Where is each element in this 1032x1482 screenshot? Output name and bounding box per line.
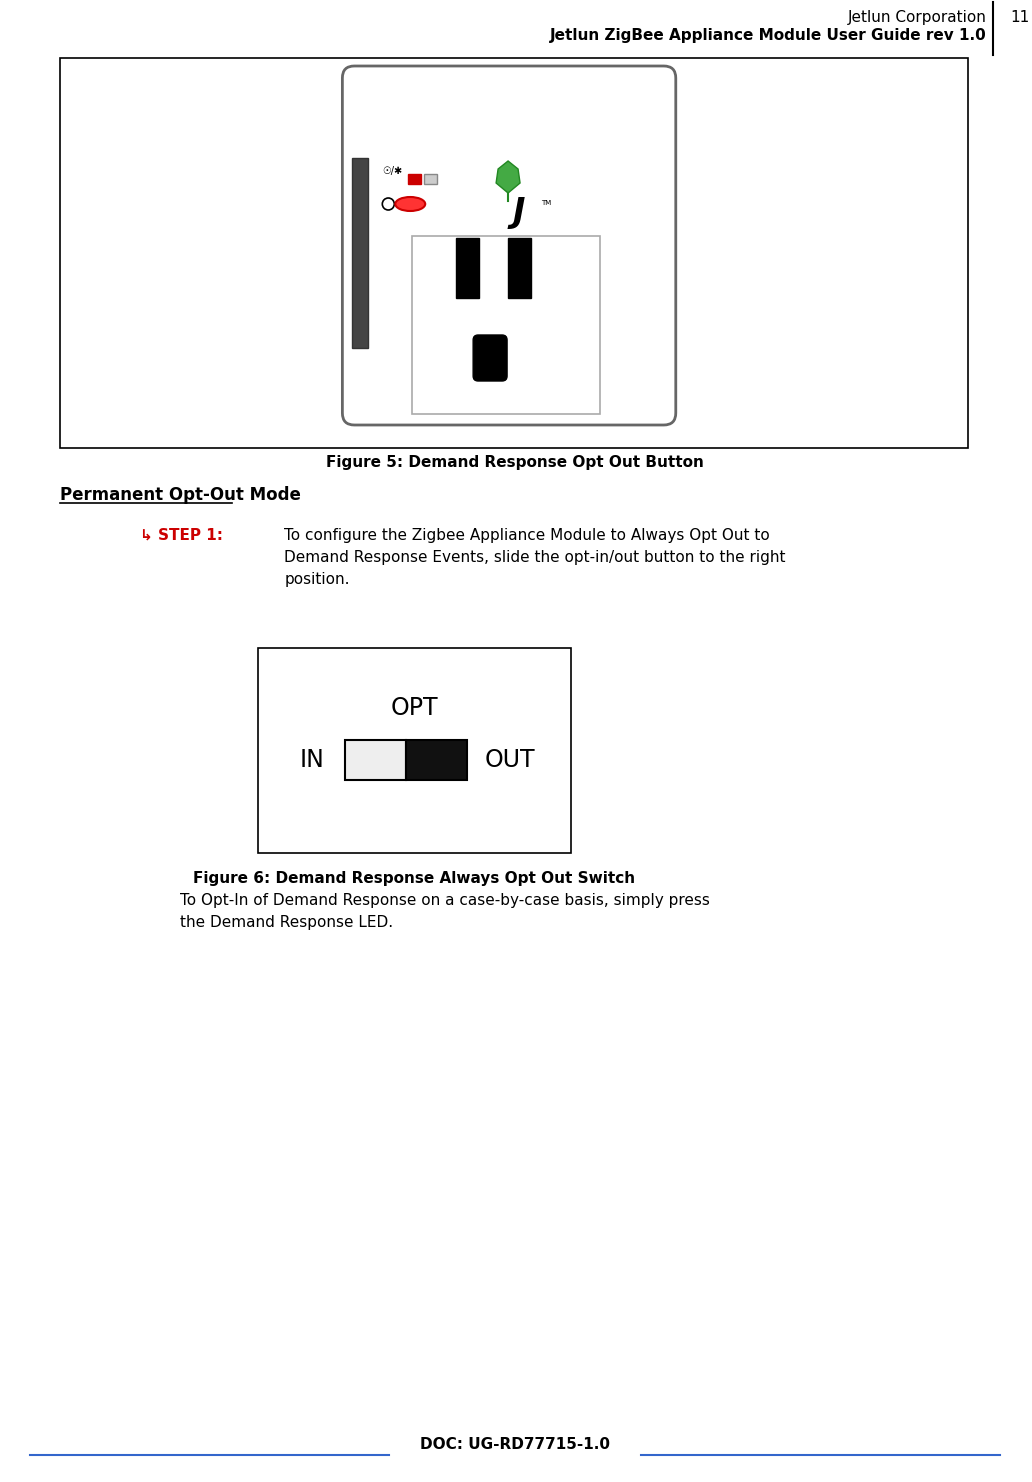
Text: Figure 5: Demand Response Opt Out Button: Figure 5: Demand Response Opt Out Button (326, 455, 704, 470)
Bar (424, 173, 438, 184)
Text: To configure the Zigbee Appliance Module to Always Opt Out to
Demand Response Ev: To configure the Zigbee Appliance Module… (285, 528, 786, 587)
Text: 11: 11 (1010, 10, 1030, 25)
FancyBboxPatch shape (473, 335, 507, 381)
Bar (258, 648, 571, 854)
Text: Figure 6: Demand Response Always Opt Out Switch: Figure 6: Demand Response Always Opt Out… (193, 871, 636, 886)
Ellipse shape (395, 197, 425, 210)
FancyBboxPatch shape (343, 67, 676, 425)
Text: ☉/✱: ☉/✱ (382, 166, 402, 176)
Bar (508, 239, 531, 298)
Text: OUT: OUT (485, 748, 536, 772)
Text: J: J (512, 196, 524, 230)
Text: To Opt-In of Demand Response on a case-by-case basis, simply press
the Demand Re: To Opt-In of Demand Response on a case-b… (180, 894, 710, 931)
Text: OPT: OPT (390, 697, 438, 720)
Polygon shape (496, 162, 520, 193)
Bar (407, 740, 467, 780)
Text: Permanent Opt-Out Mode: Permanent Opt-Out Mode (60, 486, 300, 504)
Bar (352, 159, 368, 348)
Bar (409, 173, 421, 184)
Text: DOC: UG-RD77715-1.0: DOC: UG-RD77715-1.0 (420, 1438, 610, 1452)
Text: IN: IN (299, 748, 324, 772)
Circle shape (382, 199, 394, 210)
Text: Jetlun ZigBee Appliance Module User Guide rev 1.0: Jetlun ZigBee Appliance Module User Guid… (549, 28, 987, 43)
Bar (346, 740, 407, 780)
Bar (456, 239, 479, 298)
Bar (60, 58, 968, 448)
Text: ↳ STEP 1:: ↳ STEP 1: (139, 528, 223, 542)
Text: Jetlun Corporation: Jetlun Corporation (847, 10, 987, 25)
Text: TM: TM (541, 200, 551, 206)
Bar (412, 236, 600, 413)
